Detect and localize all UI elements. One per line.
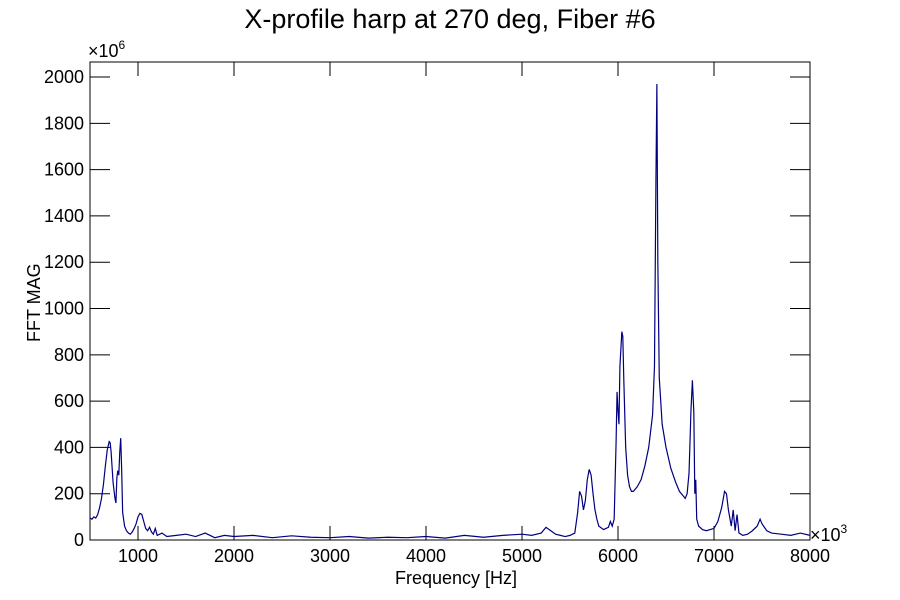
x-tick-label: 7000 [694, 546, 734, 566]
x-tick-label: 3000 [310, 546, 350, 566]
x-scale-label: ×103 [810, 522, 848, 545]
y-tick-label: 1600 [44, 160, 84, 180]
x-tick-label: 1000 [118, 546, 158, 566]
y-tick-label: 1800 [44, 113, 84, 133]
y-scale-exponent: 6 [119, 38, 126, 52]
y-tick-label: 600 [54, 391, 84, 411]
x-scale-base: ×10 [810, 525, 841, 545]
y-scale-base: ×10 [88, 41, 119, 61]
y-tick-label: 1200 [44, 252, 84, 272]
y-tick-label: 200 [54, 484, 84, 504]
y-tick-label: 400 [54, 437, 84, 457]
chart-title: X-profile harp at 270 deg, Fiber #6 [244, 4, 655, 34]
x-scale-exponent: 3 [841, 522, 848, 536]
x-tick-label: 4000 [406, 546, 446, 566]
y-axis-label: FFT MAG [24, 263, 44, 342]
plot-frame [89, 61, 811, 541]
x-axis-label: Frequency [Hz] [395, 568, 517, 588]
x-tick-label: 2000 [214, 546, 254, 566]
series-line [89, 83, 811, 539]
y-tick-label: 1400 [44, 206, 84, 226]
y-tick-label: 0 [74, 530, 84, 550]
y-tick-label: 800 [54, 345, 84, 365]
y-tick-label: 1000 [44, 299, 84, 319]
x-tick-label: 5000 [502, 546, 542, 566]
x-tick-label: 6000 [598, 546, 638, 566]
y-tick-label: 2000 [44, 67, 84, 87]
y-scale-label: ×106 [88, 38, 126, 61]
x-tick-label: 8000 [790, 546, 830, 566]
